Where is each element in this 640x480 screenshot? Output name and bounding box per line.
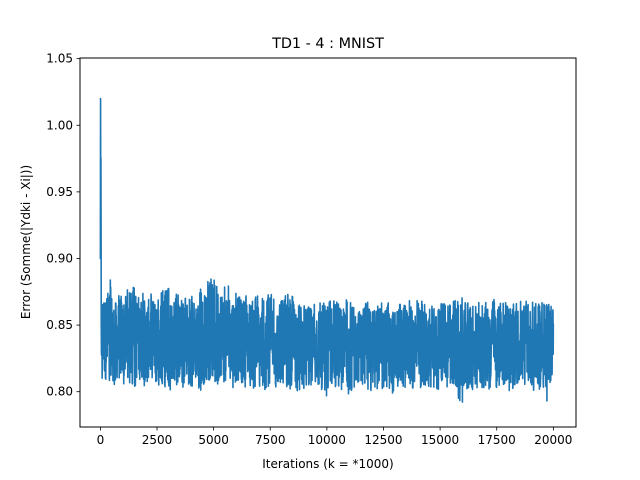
y-tick-label: 0.80 (46, 385, 73, 399)
x-tick-label: 20000 (534, 433, 572, 447)
x-tick-label: 15000 (421, 433, 459, 447)
x-tick-label: 2500 (142, 433, 173, 447)
y-tick-label: 0.90 (46, 251, 73, 265)
series-layer (99, 97, 555, 403)
x-tick-label: 17500 (478, 433, 516, 447)
x-tick-label: 5000 (198, 433, 229, 447)
x-tick-label: 0 (97, 433, 105, 447)
y-axis: 0.80 0.85 0.90 0.95 1.00 1.05 (46, 52, 80, 399)
x-tick-label: 7500 (255, 433, 286, 447)
series-line (99, 97, 555, 403)
plot-frame (79, 57, 577, 428)
y-tick-label: 0.85 (46, 318, 73, 332)
y-tick-label: 1.05 (46, 52, 73, 66)
y-tick-label: 0.95 (46, 185, 73, 199)
chart-title: TD1 - 4 : MNIST (271, 36, 384, 52)
x-axis: 0 2500 5000 7500 10000 12500 15000 17500 20000 (97, 427, 572, 447)
x-tick-label: 12500 (364, 433, 402, 447)
x-axis-title: Iterations (k = *1000) (262, 457, 394, 471)
y-axis-title: Error (Somme(|Ydki - Xi|)) (19, 165, 33, 319)
x-tick-label: 10000 (308, 433, 346, 447)
y-tick-label: 1.00 (46, 118, 73, 132)
